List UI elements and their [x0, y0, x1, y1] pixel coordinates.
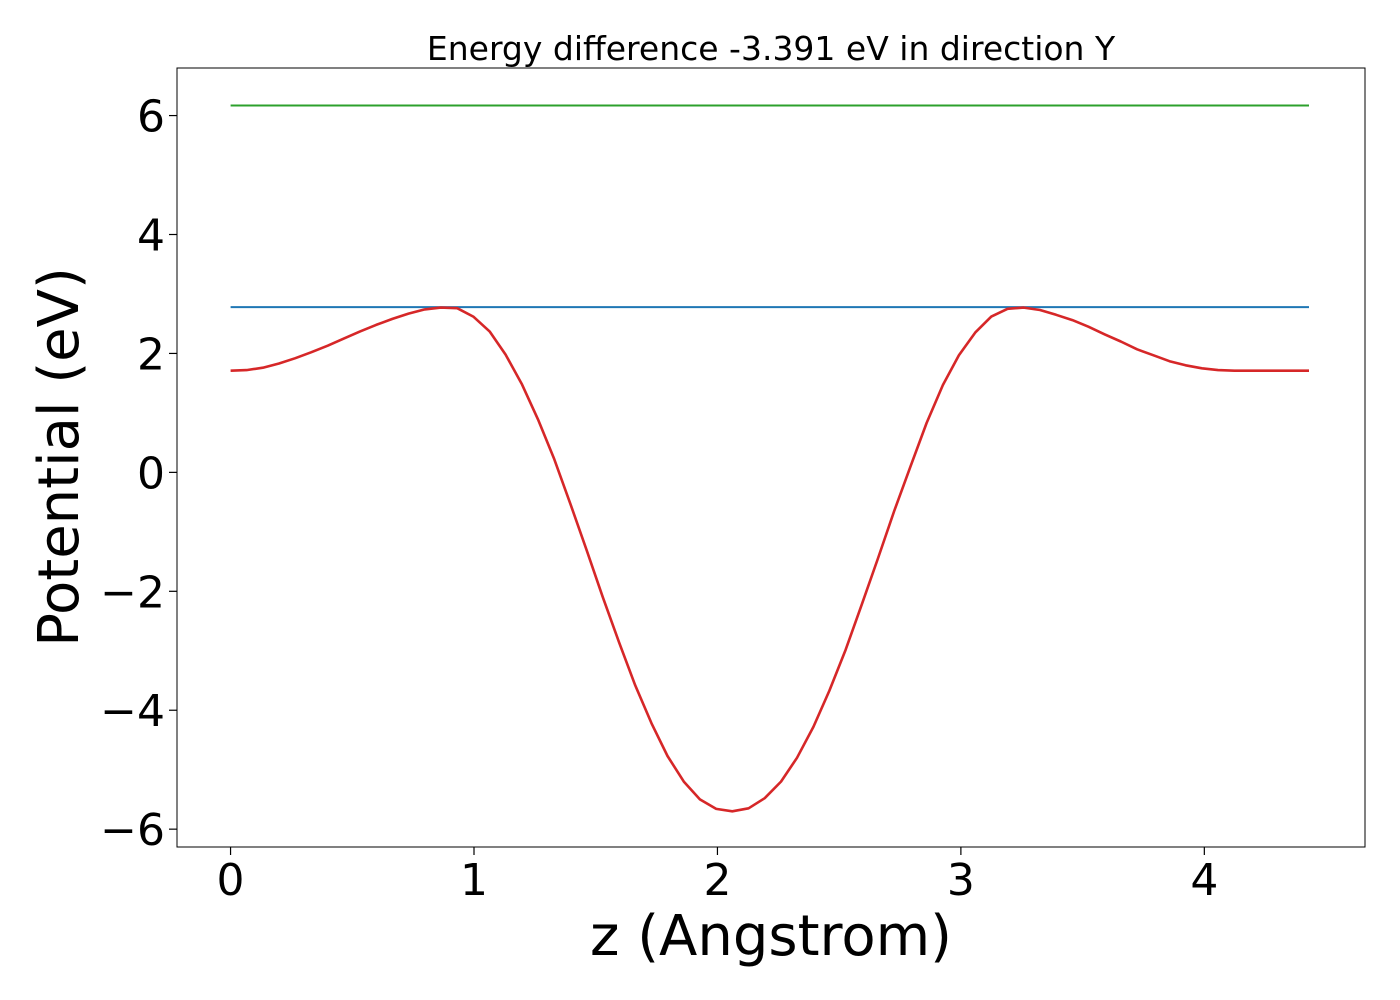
- chart-title: Energy difference -3.391 eV in direction…: [427, 29, 1116, 68]
- x-tick-label: 1: [460, 855, 488, 906]
- x-axis: 0 1 2 3 4: [217, 847, 1218, 906]
- y-tick-label: −4: [100, 686, 165, 737]
- y-tick-label: −2: [100, 567, 165, 618]
- series-line-2: [230, 306, 1309, 813]
- y-tick-label: 2: [137, 329, 165, 380]
- y-tick-label: −6: [100, 805, 165, 856]
- x-tick-label: 4: [1190, 855, 1218, 906]
- plot-frame: [176, 67, 1366, 848]
- y-tick-label: 4: [137, 211, 165, 262]
- y-axis-label: Potential (eV): [27, 267, 92, 647]
- y-tick-label: 6: [137, 92, 165, 143]
- y-tick-label: 0: [137, 448, 165, 499]
- x-tick-label: 0: [217, 855, 245, 906]
- plot-area: [230, 104, 1309, 813]
- x-axis-label: z (Angstrom): [590, 904, 952, 969]
- y-axis: −6 −4 −2 0 2 4 6: [100, 92, 177, 856]
- x-tick-label: 2: [703, 855, 731, 906]
- x-tick-label: 3: [947, 855, 975, 906]
